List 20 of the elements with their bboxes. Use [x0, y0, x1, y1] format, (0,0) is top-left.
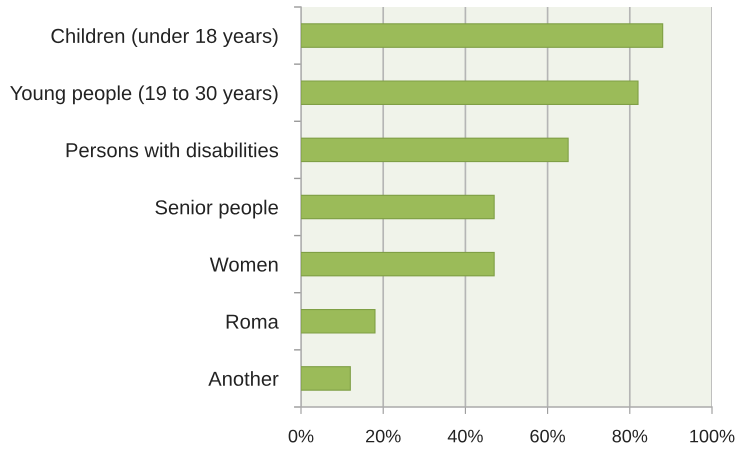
x-tick-label: 40%	[448, 430, 483, 442]
bar	[301, 80, 639, 105]
bar	[301, 252, 495, 276]
y-tick-label: Persons with disabilities	[66, 142, 278, 158]
bar	[301, 366, 351, 391]
x-tick-label: 100%	[690, 430, 734, 442]
y-tick-label: Women	[210, 258, 278, 272]
y-tick-label: Senior people	[155, 200, 278, 218]
bar	[301, 309, 376, 334]
x-tick-label: 20%	[366, 430, 401, 442]
y-tick-label: Young people (19 to 30 years)	[10, 85, 278, 104]
y-tick-label: Children (under 18 years)	[51, 28, 278, 48]
bar	[301, 138, 569, 162]
bar	[301, 23, 664, 48]
x-tick-label: 0%	[288, 430, 314, 442]
x-tick-label: 60%	[530, 430, 566, 442]
y-tick-label: Roma	[226, 314, 279, 329]
x-tick-label: 80%	[612, 430, 648, 442]
y-tick-label: Another	[208, 371, 278, 386]
bar	[301, 194, 495, 220]
